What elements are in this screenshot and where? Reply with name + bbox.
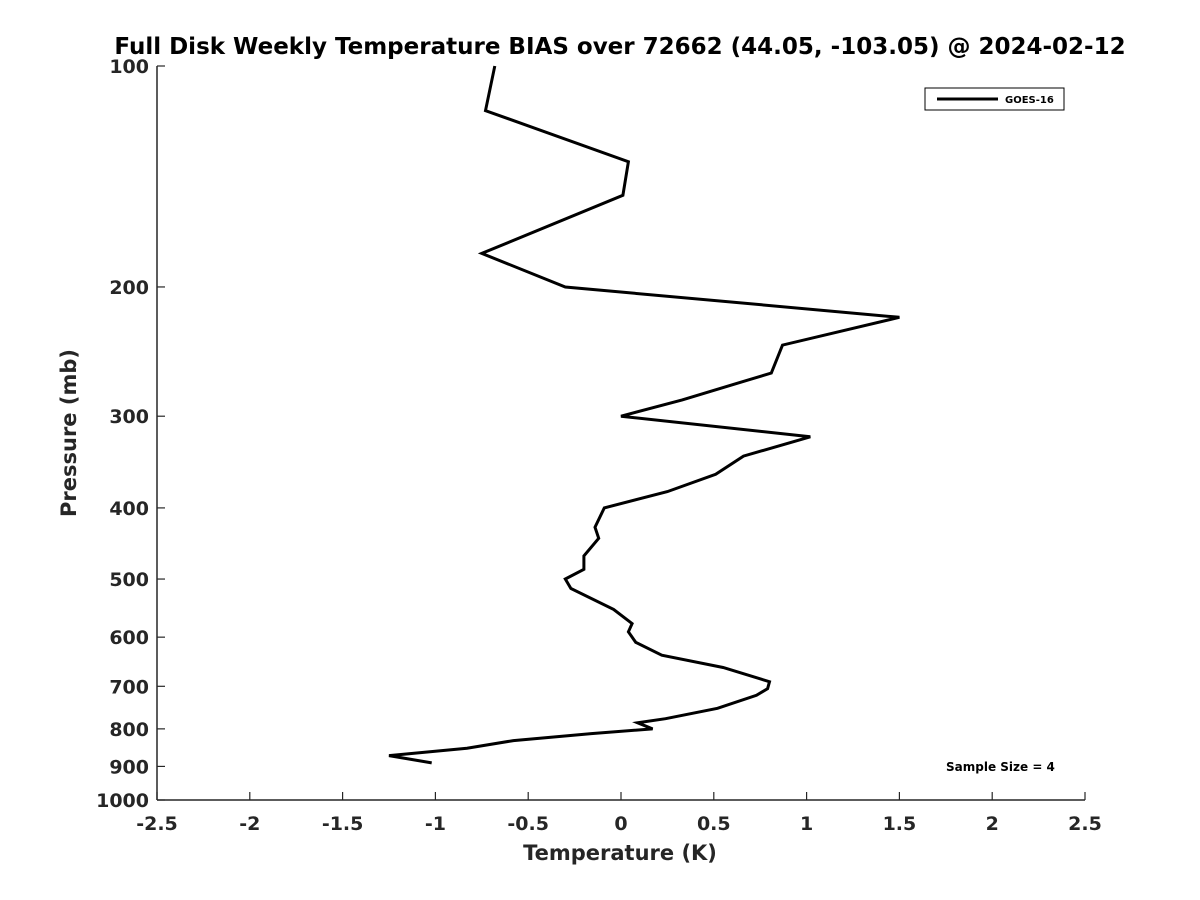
y-tick-label: 700 — [109, 676, 149, 698]
x-tick-label: -1 — [425, 813, 446, 835]
x-tick-label: -1.5 — [322, 813, 364, 835]
x-axis-label: Temperature (K) — [523, 841, 717, 865]
series-layer — [388, 65, 900, 765]
legend-label: GOES-16 — [1005, 95, 1054, 106]
y-tick-label: 1000 — [96, 790, 149, 812]
y-tick-label: 800 — [109, 719, 149, 741]
axes — [156, 66, 1085, 801]
series-line-goes-16 — [388, 65, 900, 765]
sample-size-annotation: Sample Size = 4 — [946, 760, 1055, 774]
x-tick-label: 0.5 — [697, 813, 731, 835]
legend: GOES-16 — [924, 87, 1065, 111]
y-tick-label: 600 — [109, 627, 149, 649]
y-tick-label: 300 — [109, 406, 149, 428]
y-tick-label: 100 — [109, 56, 149, 78]
y-tick-label: 200 — [109, 277, 149, 299]
x-tick-label: 0 — [614, 813, 627, 835]
x-tick-label: -2 — [239, 813, 260, 835]
x-tick-label: 1 — [800, 813, 813, 835]
x-tick-label: 2.5 — [1068, 813, 1102, 835]
y-tick-label: 900 — [109, 756, 149, 778]
y-tick-label: 500 — [109, 569, 149, 591]
y-axis-label: Pressure (mb) — [57, 349, 81, 517]
x-tick-label: 2 — [986, 813, 999, 835]
x-tick-label: -2.5 — [136, 813, 178, 835]
tick-marks: -2.5 -2 -1.5 -1 -0.5 0 0.5 1 1.5 2 2.5 100 200 300 400… — [96, 56, 1102, 835]
y-tick-label: 400 — [109, 498, 149, 520]
chart-title: Full Disk Weekly Temperature BIAS over 7… — [114, 34, 1125, 60]
x-tick-label: 1.5 — [883, 813, 917, 835]
x-tick-label: -0.5 — [507, 813, 549, 835]
